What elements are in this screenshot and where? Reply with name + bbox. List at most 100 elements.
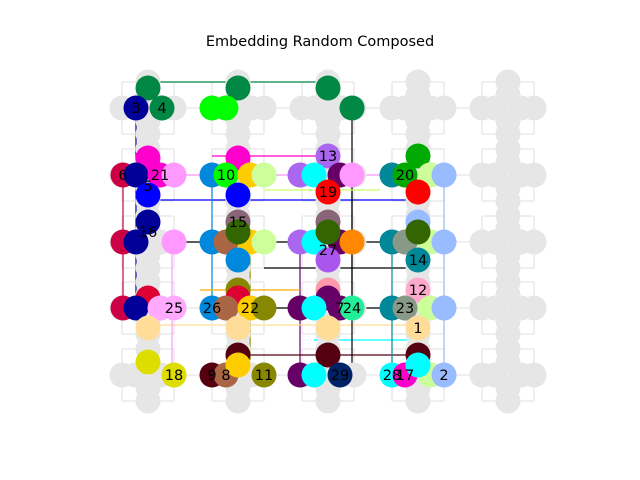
node-label-7: 7 bbox=[335, 301, 344, 317]
embedded-node bbox=[123, 295, 149, 321]
embedded-node bbox=[301, 162, 327, 188]
grid-node bbox=[482, 162, 508, 188]
embedded-node bbox=[123, 95, 149, 121]
node-label-6: 6 bbox=[118, 168, 127, 184]
node-label-9: 9 bbox=[207, 368, 216, 384]
embedded-node bbox=[327, 362, 353, 388]
embedded-node bbox=[135, 75, 161, 101]
grid-node bbox=[482, 295, 508, 321]
embedded-node bbox=[392, 162, 418, 188]
node-label-3: 3 bbox=[131, 101, 140, 117]
grid-node bbox=[302, 95, 328, 121]
node-label-22: 22 bbox=[241, 301, 259, 317]
node-label-8: 8 bbox=[221, 368, 230, 384]
node-label-11: 11 bbox=[255, 368, 273, 384]
node-label-5: 5 bbox=[143, 179, 152, 195]
embedded-node bbox=[405, 143, 431, 169]
embedded-node bbox=[225, 75, 251, 101]
grid-node bbox=[418, 95, 444, 121]
node-label-28: 28 bbox=[383, 368, 401, 384]
embedded-node bbox=[339, 229, 365, 255]
embedded-node bbox=[161, 295, 187, 321]
embedded-node bbox=[431, 295, 457, 321]
node-label-24: 24 bbox=[343, 301, 361, 317]
node-label-21: 21 bbox=[151, 168, 169, 184]
embedded-node bbox=[161, 229, 187, 255]
node-label-16: 16 bbox=[139, 225, 157, 241]
embedded-node bbox=[123, 162, 149, 188]
grid-node bbox=[482, 229, 508, 255]
graph-nodes bbox=[109, 69, 547, 414]
node-label-14: 14 bbox=[409, 253, 427, 269]
embedded-node bbox=[251, 229, 277, 255]
grid-node bbox=[392, 95, 418, 121]
node-label-23: 23 bbox=[396, 301, 414, 317]
node-label-15: 15 bbox=[229, 215, 247, 231]
grid-node bbox=[508, 229, 534, 255]
embedded-node bbox=[405, 352, 431, 378]
node-label-25: 25 bbox=[165, 301, 183, 317]
embedded-node bbox=[149, 95, 175, 121]
embedded-node bbox=[339, 95, 365, 121]
node-label-26: 26 bbox=[203, 301, 221, 317]
embedded-node bbox=[135, 349, 161, 375]
node-label-19: 19 bbox=[319, 185, 337, 201]
embedded-node bbox=[405, 247, 431, 273]
embedded-node bbox=[213, 162, 239, 188]
node-label-20: 20 bbox=[396, 168, 414, 184]
grid-node bbox=[508, 362, 534, 388]
embedded-node bbox=[405, 277, 431, 303]
embedded-node bbox=[405, 219, 431, 245]
grid-node bbox=[508, 95, 534, 121]
embedded-node bbox=[315, 179, 341, 205]
embedded-node bbox=[161, 362, 187, 388]
embedded-node bbox=[339, 295, 365, 321]
embedded-node bbox=[225, 182, 251, 208]
node-label-4: 4 bbox=[157, 101, 166, 117]
grid-node bbox=[238, 95, 264, 121]
embedded-node bbox=[405, 179, 431, 205]
grid-node bbox=[508, 162, 534, 188]
embedded-node bbox=[225, 352, 251, 378]
embedded-node bbox=[225, 247, 251, 273]
node-label-13: 13 bbox=[319, 149, 337, 165]
node-label-2: 2 bbox=[439, 368, 448, 384]
embedded-node bbox=[431, 362, 457, 388]
embedded-node bbox=[405, 315, 431, 341]
embedded-node bbox=[161, 162, 187, 188]
embedded-node bbox=[225, 315, 251, 341]
embedded-node bbox=[315, 219, 341, 245]
figure-title: Embedding Random Composed bbox=[205, 34, 435, 50]
embedded-node bbox=[315, 75, 341, 101]
node-label-18: 18 bbox=[165, 368, 183, 384]
embedded-node bbox=[135, 315, 161, 341]
node-label-10: 10 bbox=[217, 168, 235, 184]
embedded-node bbox=[225, 219, 251, 245]
embedded-node bbox=[213, 295, 239, 321]
node-label-27: 27 bbox=[319, 243, 337, 259]
node-label-29: 29 bbox=[331, 368, 349, 384]
grid-node bbox=[508, 295, 534, 321]
grid-node bbox=[482, 362, 508, 388]
embedded-node bbox=[135, 209, 161, 235]
node-label-17: 17 bbox=[396, 368, 414, 384]
embedded-node bbox=[301, 295, 327, 321]
embedded-node bbox=[251, 362, 277, 388]
embedded-node bbox=[135, 182, 161, 208]
node-label-12: 12 bbox=[409, 283, 427, 299]
embedded-node bbox=[301, 362, 327, 388]
embedded-node bbox=[315, 247, 341, 273]
embedded-node bbox=[123, 229, 149, 255]
node-label-1: 1 bbox=[413, 321, 422, 337]
embedded-node bbox=[315, 342, 341, 368]
embedded-node bbox=[431, 229, 457, 255]
embedded-node bbox=[251, 295, 277, 321]
embedded-node bbox=[392, 295, 418, 321]
embedded-node bbox=[213, 95, 239, 121]
embedded-node bbox=[251, 162, 277, 188]
embedded-node bbox=[339, 162, 365, 188]
embedded-node bbox=[315, 315, 341, 341]
